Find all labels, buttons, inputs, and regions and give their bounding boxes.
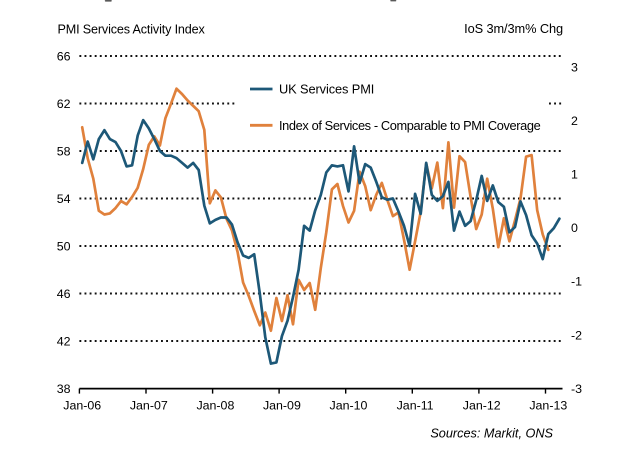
svg-text:46: 46 bbox=[57, 287, 71, 301]
svg-text:Jan-07: Jan-07 bbox=[130, 399, 168, 413]
svg-text:Jan-11: Jan-11 bbox=[397, 399, 434, 413]
svg-text:Jan-10: Jan-10 bbox=[330, 399, 368, 413]
svg-text:UK Services PMI: UK Services PMI bbox=[279, 82, 374, 97]
svg-text:42: 42 bbox=[57, 334, 71, 348]
svg-text:-3: -3 bbox=[571, 382, 582, 396]
svg-text:PMI Services Activity Index: PMI Services Activity Index bbox=[58, 23, 206, 37]
svg-text:IoS 3m/3m% Chg: IoS 3m/3m% Chg bbox=[464, 21, 563, 36]
svg-text:58: 58 bbox=[57, 144, 71, 158]
svg-text:Sources: Markit, ONS: Sources: Markit, ONS bbox=[430, 427, 553, 441]
svg-text:Jan-12: Jan-12 bbox=[463, 399, 501, 413]
svg-text:1: 1 bbox=[571, 168, 578, 182]
svg-text:50: 50 bbox=[57, 239, 71, 253]
svg-text:Jan-06: Jan-06 bbox=[63, 399, 101, 413]
svg-text:54: 54 bbox=[57, 192, 71, 206]
svg-text:-1: -1 bbox=[571, 275, 582, 289]
svg-text:38: 38 bbox=[57, 382, 71, 396]
svg-text:Jan-13: Jan-13 bbox=[529, 399, 567, 413]
svg-text:-2: -2 bbox=[571, 328, 582, 342]
svg-text:62: 62 bbox=[57, 97, 71, 111]
svg-text:2: 2 bbox=[571, 114, 578, 128]
svg-text:0: 0 bbox=[571, 221, 578, 235]
svg-text:3: 3 bbox=[571, 61, 578, 75]
svg-text:Index of Services - Comparable: Index of Services - Comparable to PMI Co… bbox=[279, 118, 541, 133]
svg-text:Jan-08: Jan-08 bbox=[196, 399, 234, 413]
svg-text:Jan-09: Jan-09 bbox=[263, 399, 301, 413]
svg-text:66: 66 bbox=[57, 49, 71, 63]
